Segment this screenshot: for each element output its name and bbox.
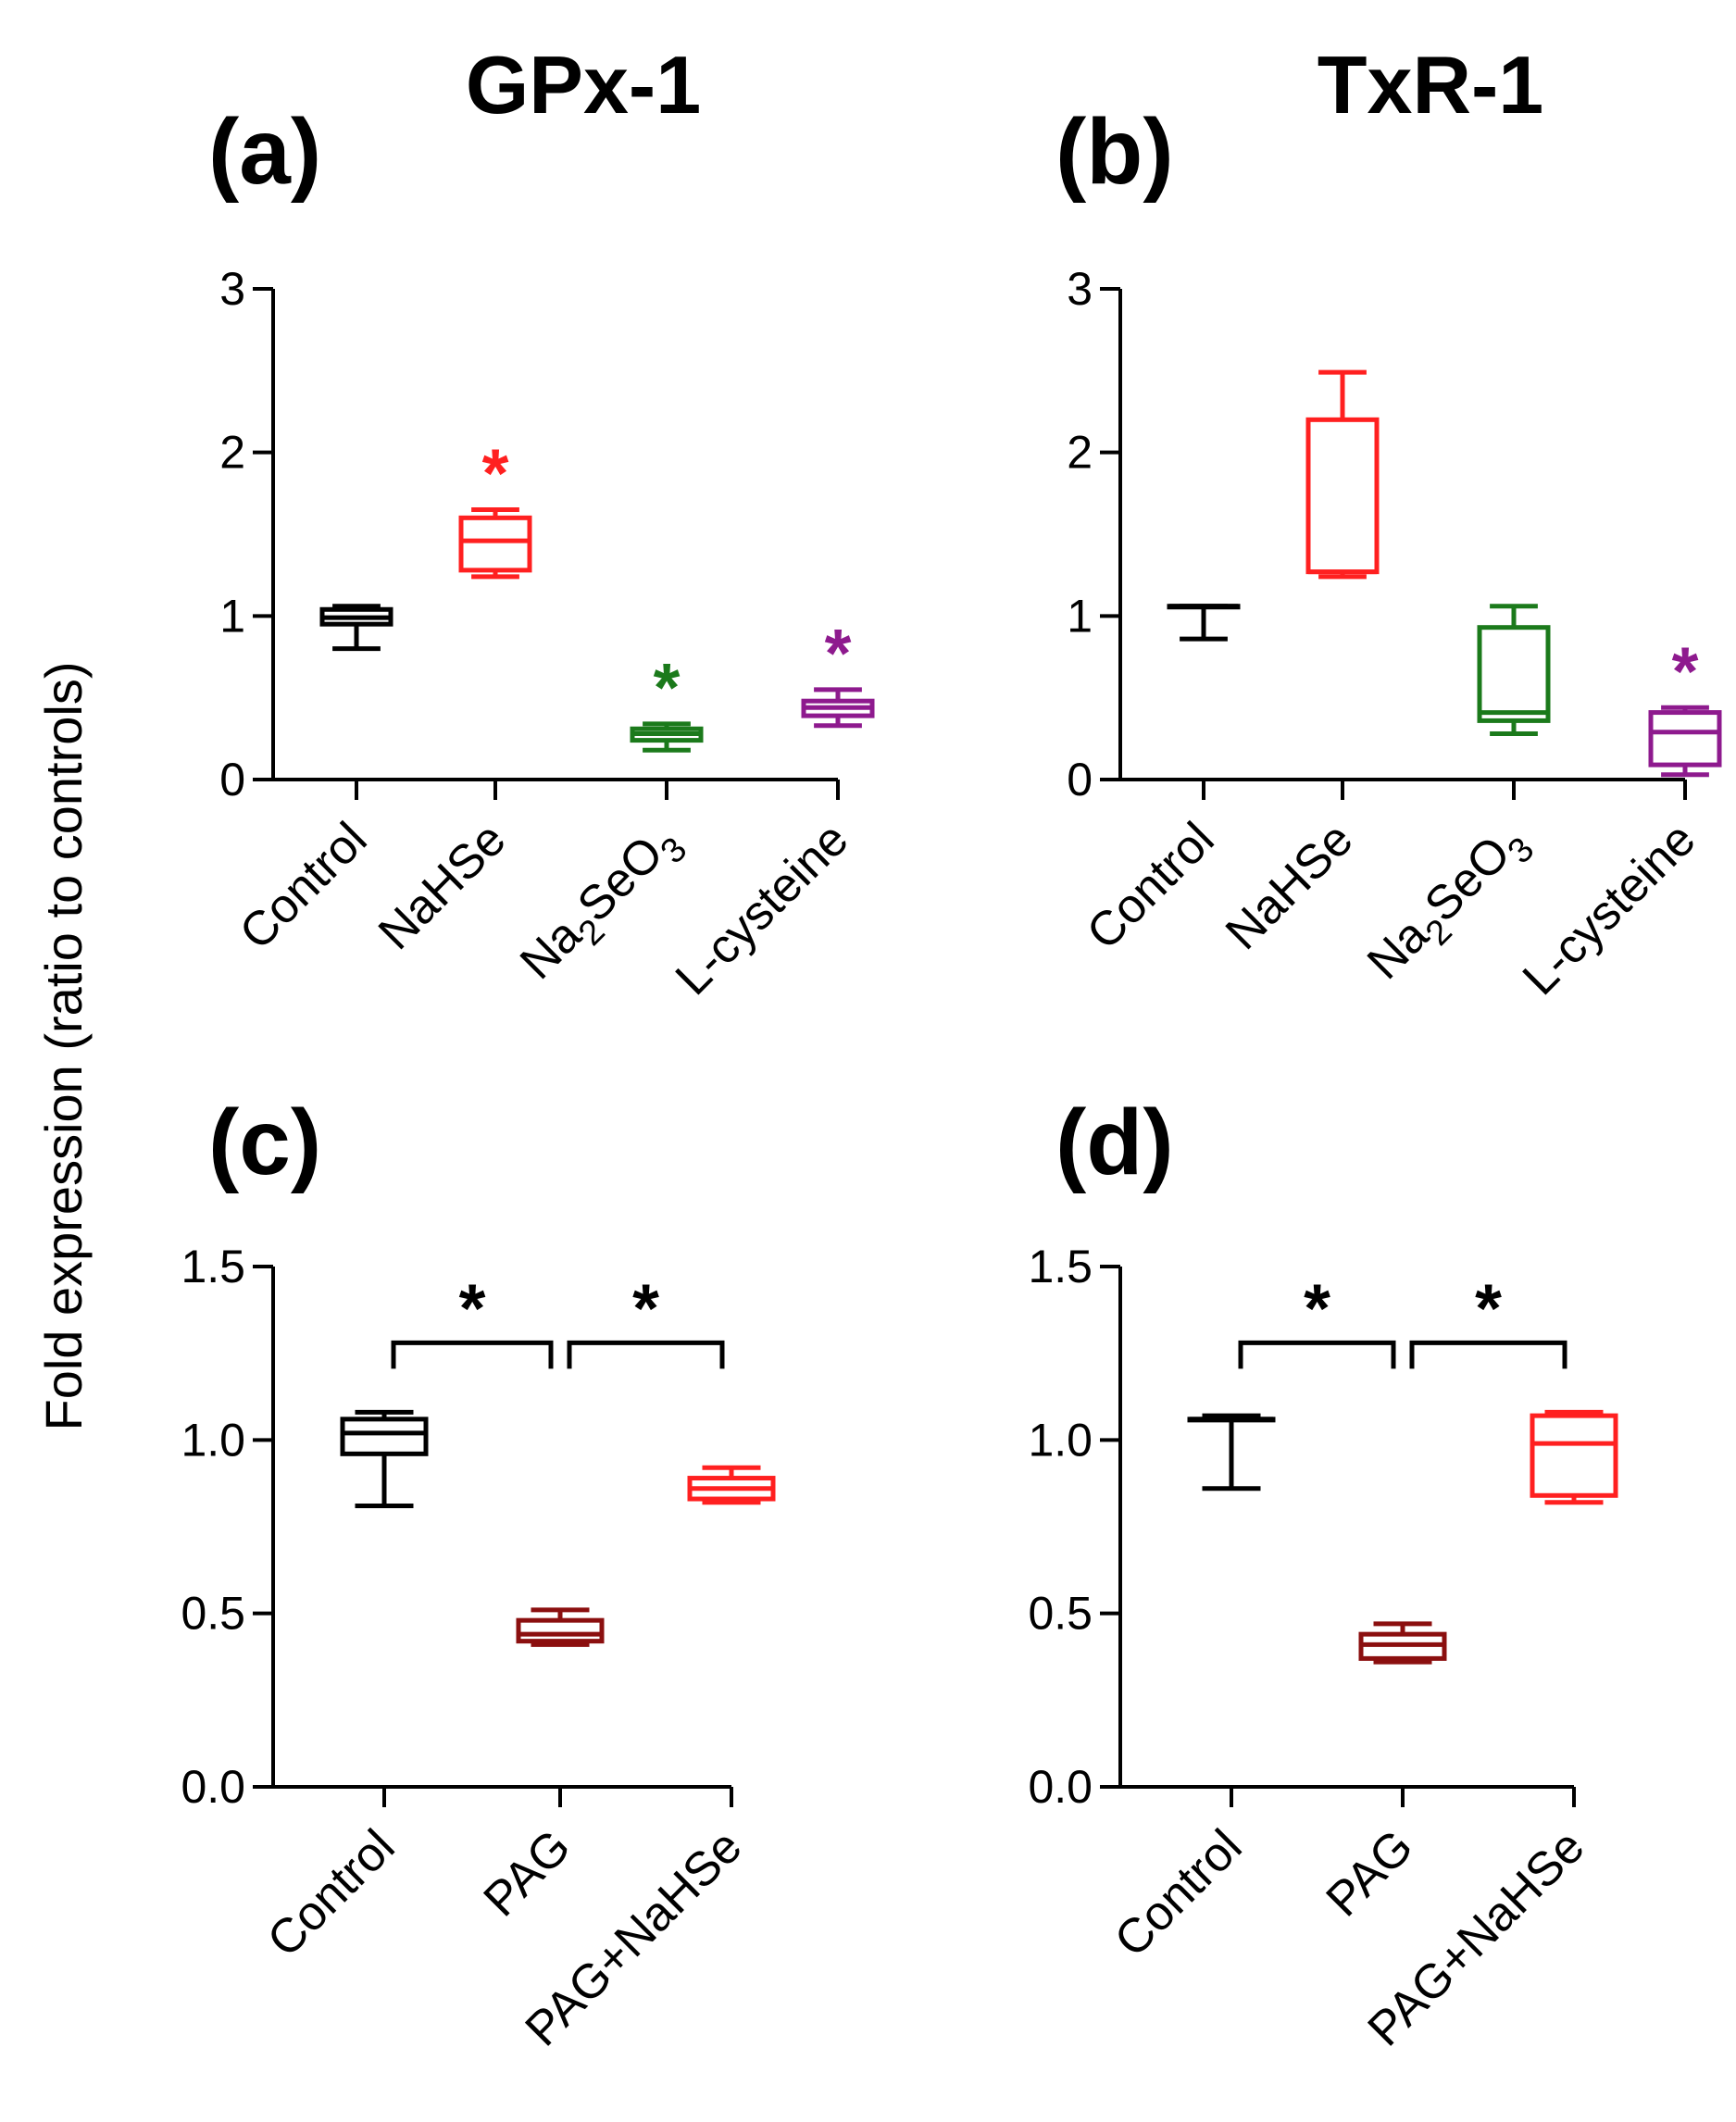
significance-star: * xyxy=(654,649,681,726)
x-tick-label: PAG xyxy=(474,1819,581,1927)
significance-star: * xyxy=(482,435,509,512)
x-tick-label-text: Control xyxy=(230,812,378,960)
box-control xyxy=(1187,1413,1276,1492)
x-tick-label-text: Control xyxy=(257,1819,406,1967)
box-iqr xyxy=(458,515,532,573)
panel-label: (b) xyxy=(1055,100,1174,204)
panel-label: (c) xyxy=(208,1091,321,1194)
x-tick-label: NaHSe xyxy=(1216,812,1364,960)
x-tick-label: Control xyxy=(257,1819,406,1967)
x-tick-label: L-cysteine xyxy=(1513,812,1706,1005)
x-tick-label: NaHSe xyxy=(368,812,517,960)
box-l-cysteine xyxy=(1648,705,1722,778)
y-tick-label: 1 xyxy=(1067,590,1093,642)
x-tick-label: PAG xyxy=(1317,1819,1424,1927)
x-tick-label-text: L-cysteine xyxy=(1513,812,1706,1005)
significance-star: * xyxy=(825,615,852,692)
y-tick-label: 0.5 xyxy=(181,1588,245,1640)
y-tick-label: 1.0 xyxy=(181,1414,245,1466)
box-nahse xyxy=(458,507,532,580)
box-l-cysteine xyxy=(801,687,875,729)
y-tick-label: 3 xyxy=(219,263,245,315)
box-control xyxy=(1167,604,1241,642)
column-title-txr1: TxR-1 xyxy=(1318,39,1544,131)
comparison-bracket xyxy=(567,1340,725,1369)
significance-star: * xyxy=(1672,632,1699,709)
box-iqr xyxy=(516,1617,605,1644)
comparison-bracket xyxy=(1238,1340,1396,1369)
y-tick-label: 1 xyxy=(219,590,245,642)
box-iqr xyxy=(1477,625,1551,723)
y-tick-label: 3 xyxy=(1067,263,1093,315)
column-title-gpx1: GPx-1 xyxy=(466,39,701,131)
x-tick-label: Control xyxy=(1105,1819,1253,1967)
y-tick-label: 0.0 xyxy=(181,1761,245,1813)
box-na2seo3 xyxy=(1477,604,1551,737)
x-tick-label: L-cysteine xyxy=(666,812,859,1005)
x-tick-label: Control xyxy=(230,812,378,960)
x-tick-label-text: NaHSe xyxy=(1216,812,1364,960)
bracket-star: * xyxy=(459,1269,486,1346)
bracket-star: * xyxy=(1475,1269,1502,1346)
bracket-star: * xyxy=(1304,1269,1330,1346)
y-axis-title: Fold expression (ratio to controls) xyxy=(34,661,93,1430)
y-tick-label: 0 xyxy=(1067,754,1093,805)
y-tick-label: 2 xyxy=(1067,427,1093,479)
y-tick-label: 1.5 xyxy=(1028,1241,1093,1292)
box-pag-nahse xyxy=(1530,1409,1618,1505)
box-iqr xyxy=(1530,1413,1618,1498)
panel-label: (a) xyxy=(208,100,321,204)
y-tick-label: 1.0 xyxy=(1028,1414,1093,1466)
x-tick-label-text: PAG xyxy=(1317,1819,1424,1927)
box-nahse xyxy=(1305,369,1380,580)
x-tick-label-text: Control xyxy=(1077,812,1225,960)
x-tick-label: Control xyxy=(1077,812,1225,960)
y-tick-label: 1.5 xyxy=(181,1241,245,1292)
y-tick-label: 0.0 xyxy=(1028,1761,1093,1813)
x-tick-label-text: PAG xyxy=(474,1819,581,1927)
box-pag xyxy=(516,1607,605,1647)
y-tick-label: 0 xyxy=(219,754,245,805)
box-iqr xyxy=(1305,417,1380,575)
comparison-bracket xyxy=(391,1340,554,1369)
panel-label: (d) xyxy=(1055,1091,1174,1194)
x-tick-label-text: L-cysteine xyxy=(666,812,859,1005)
box-pag-nahse xyxy=(687,1465,776,1505)
y-tick-label: 2 xyxy=(219,427,245,479)
box-iqr xyxy=(1648,710,1722,768)
box-pag xyxy=(1358,1621,1447,1665)
box-control xyxy=(340,1409,429,1509)
bracket-star: * xyxy=(632,1269,659,1346)
x-tick-label-text: Control xyxy=(1105,1819,1253,1967)
y-tick-label: 0.5 xyxy=(1028,1588,1093,1640)
box-iqr xyxy=(340,1417,429,1456)
x-tick-label-text: NaHSe xyxy=(368,812,517,960)
box-control xyxy=(319,604,393,652)
comparison-bracket xyxy=(1409,1340,1567,1369)
box-na2seo3 xyxy=(630,721,704,753)
